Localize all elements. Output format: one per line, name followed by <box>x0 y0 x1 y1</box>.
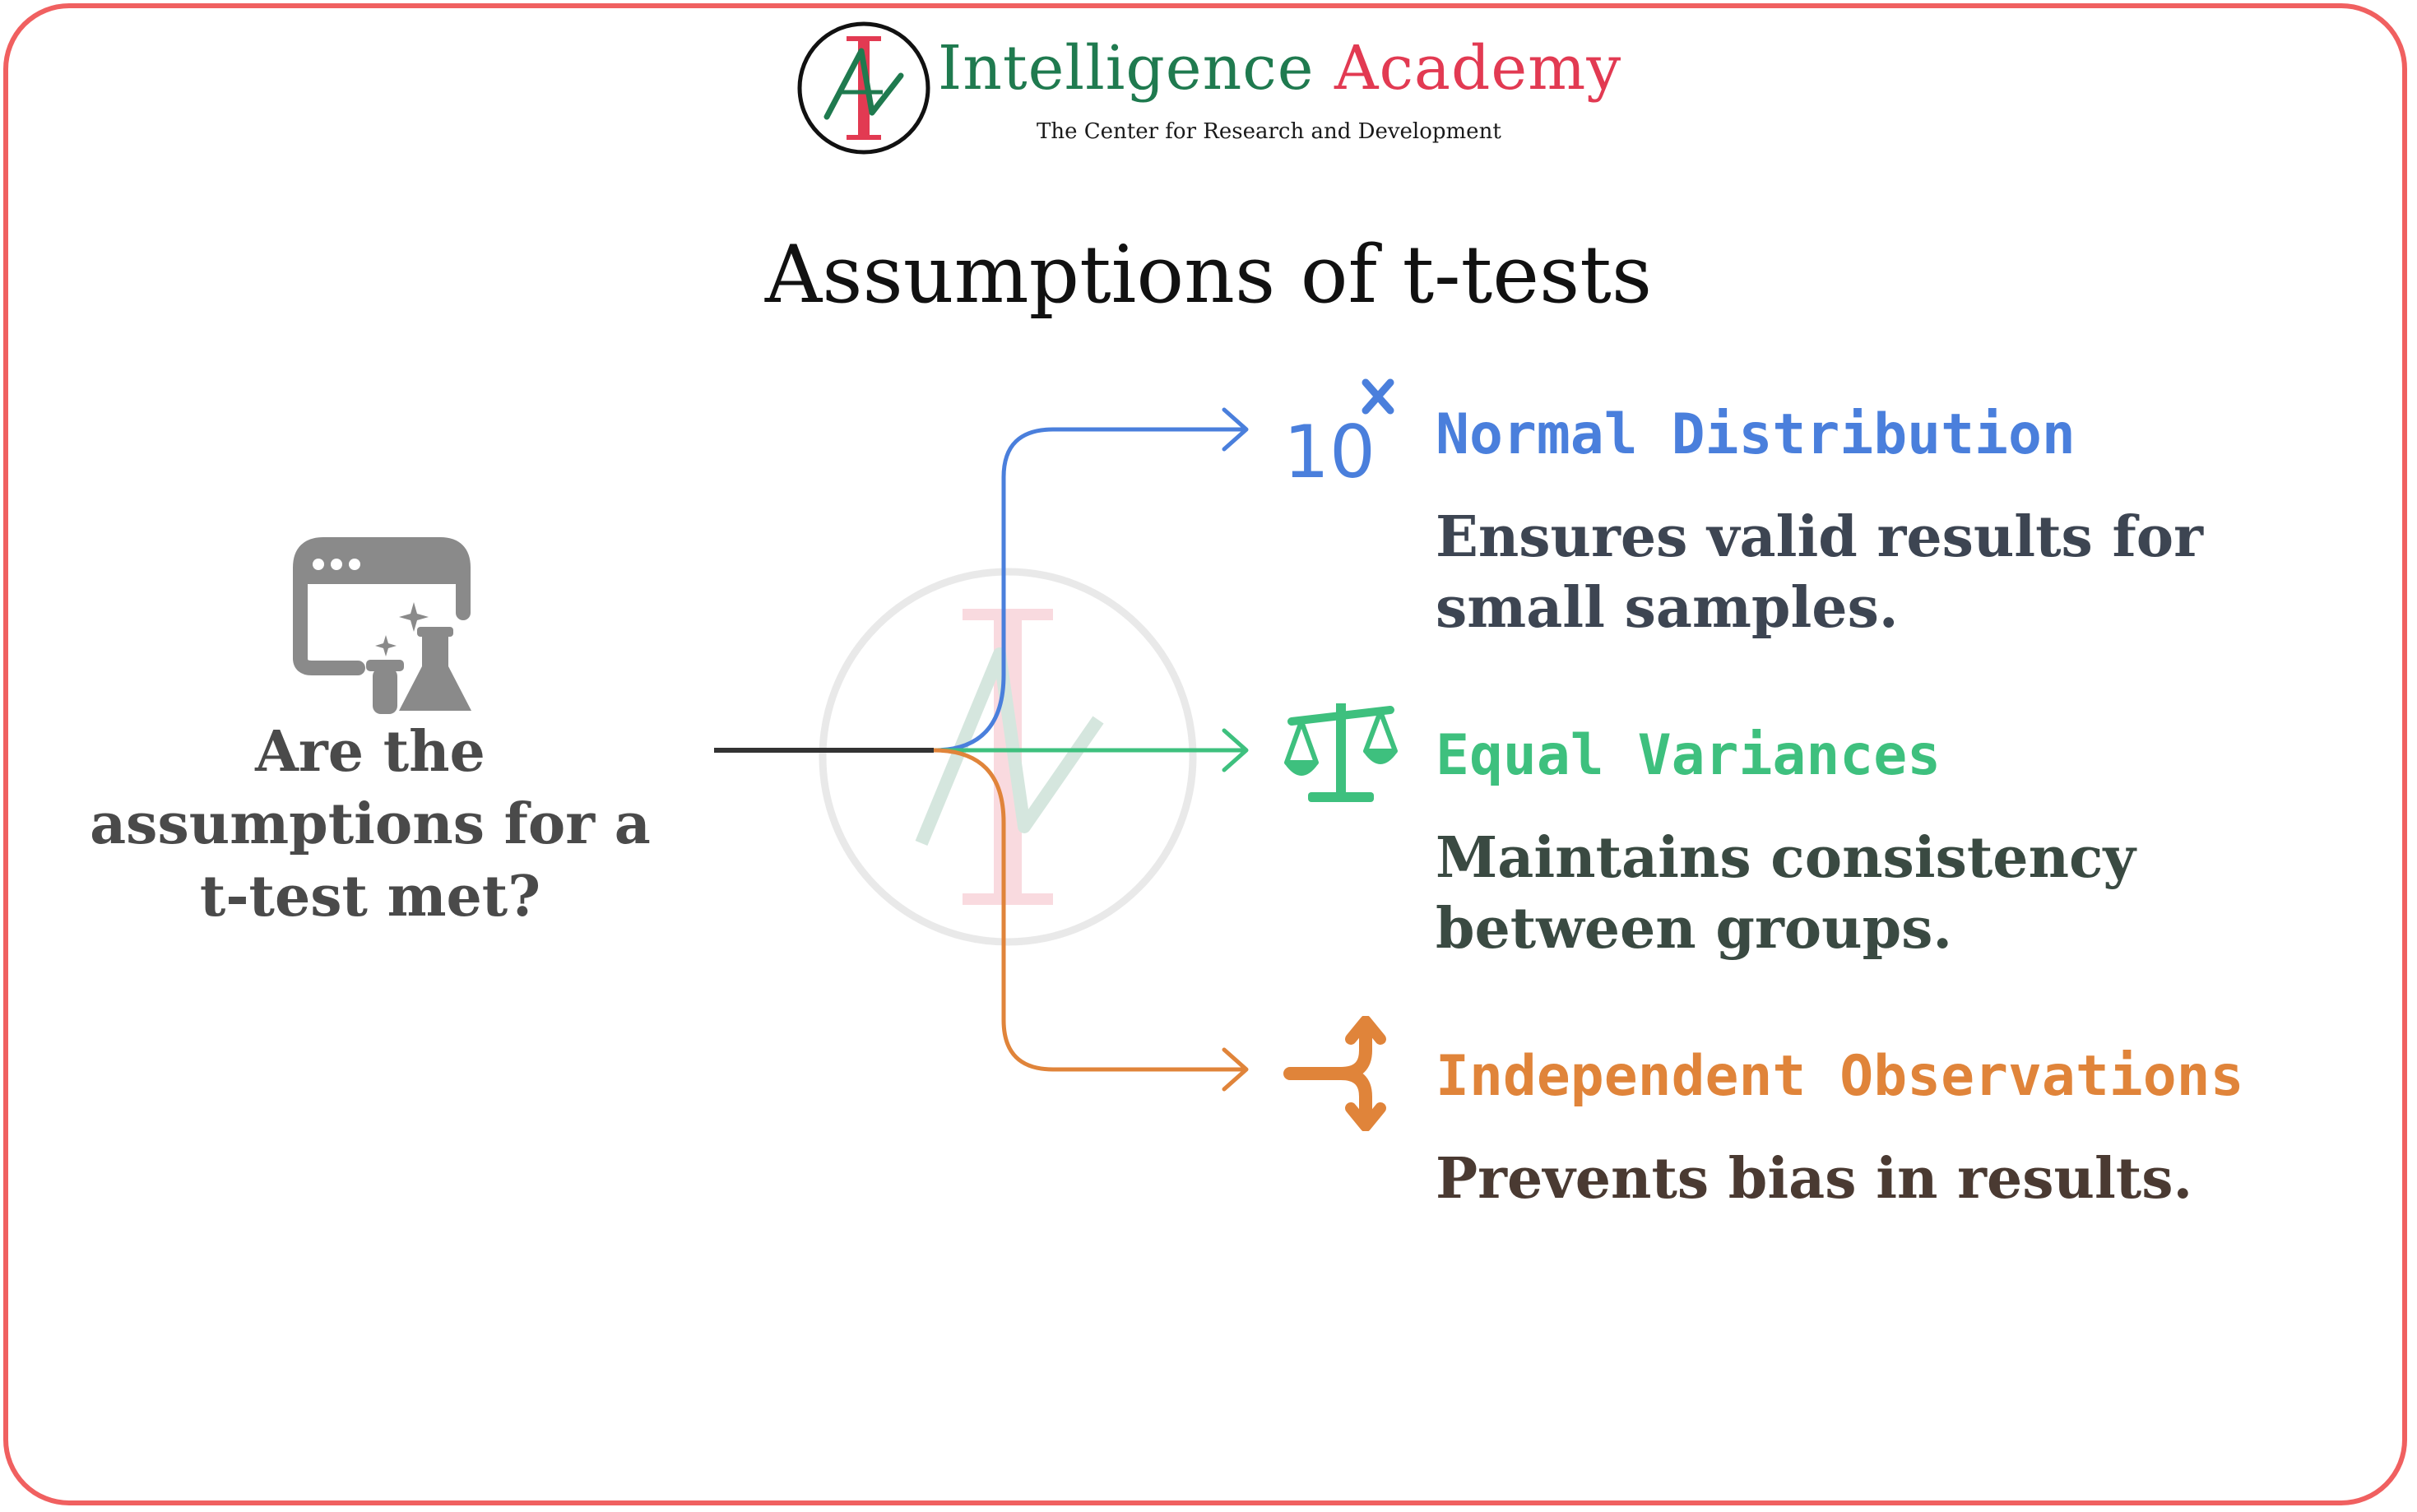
page-frame <box>3 3 2407 1505</box>
brand-tagline: The Center for Research and Development <box>1037 119 1501 144</box>
balance-scale-icon <box>1284 703 1398 802</box>
page-title: Assumptions of t-tests <box>764 229 1653 321</box>
branch-description-independent-observations: Prevents bias in results. <box>1436 1146 2193 1212</box>
branch-heading-equal-variances: Equal Variances <box>1436 723 1941 788</box>
branch-heading-normal-distribution: Normal Distribution <box>1436 402 2076 467</box>
question-text: Are the assumptions for a t-test met? <box>90 719 651 930</box>
branch-line-orange <box>933 748 1246 1072</box>
arrow-orange <box>1222 1047 1249 1092</box>
lab-window-icon <box>293 537 471 714</box>
academy-logo-icon <box>797 21 930 155</box>
split-arrow-icon <box>1283 1016 1386 1131</box>
branch-description-normal-distribution: Ensures valid results for small samples. <box>1436 504 2203 641</box>
branch-heading-independent-observations: Independent Observations <box>1436 1044 2244 1109</box>
ten-power-x-icon: 10 <box>1283 378 1394 489</box>
arrow-blue <box>1222 407 1249 452</box>
watermark-logo-icon <box>819 568 1197 946</box>
brand-name: Intelligence Academy <box>938 38 1621 99</box>
brand-name-part2: Academy <box>1334 33 1622 104</box>
branch-line-blue <box>933 427 1246 753</box>
branch-description-equal-variances: Maintains consistency between groups. <box>1436 825 2136 962</box>
brand-name-part1: Intelligence <box>938 33 1315 104</box>
arrow-green <box>1222 728 1249 772</box>
svg-text:10: 10 <box>1283 410 1376 489</box>
